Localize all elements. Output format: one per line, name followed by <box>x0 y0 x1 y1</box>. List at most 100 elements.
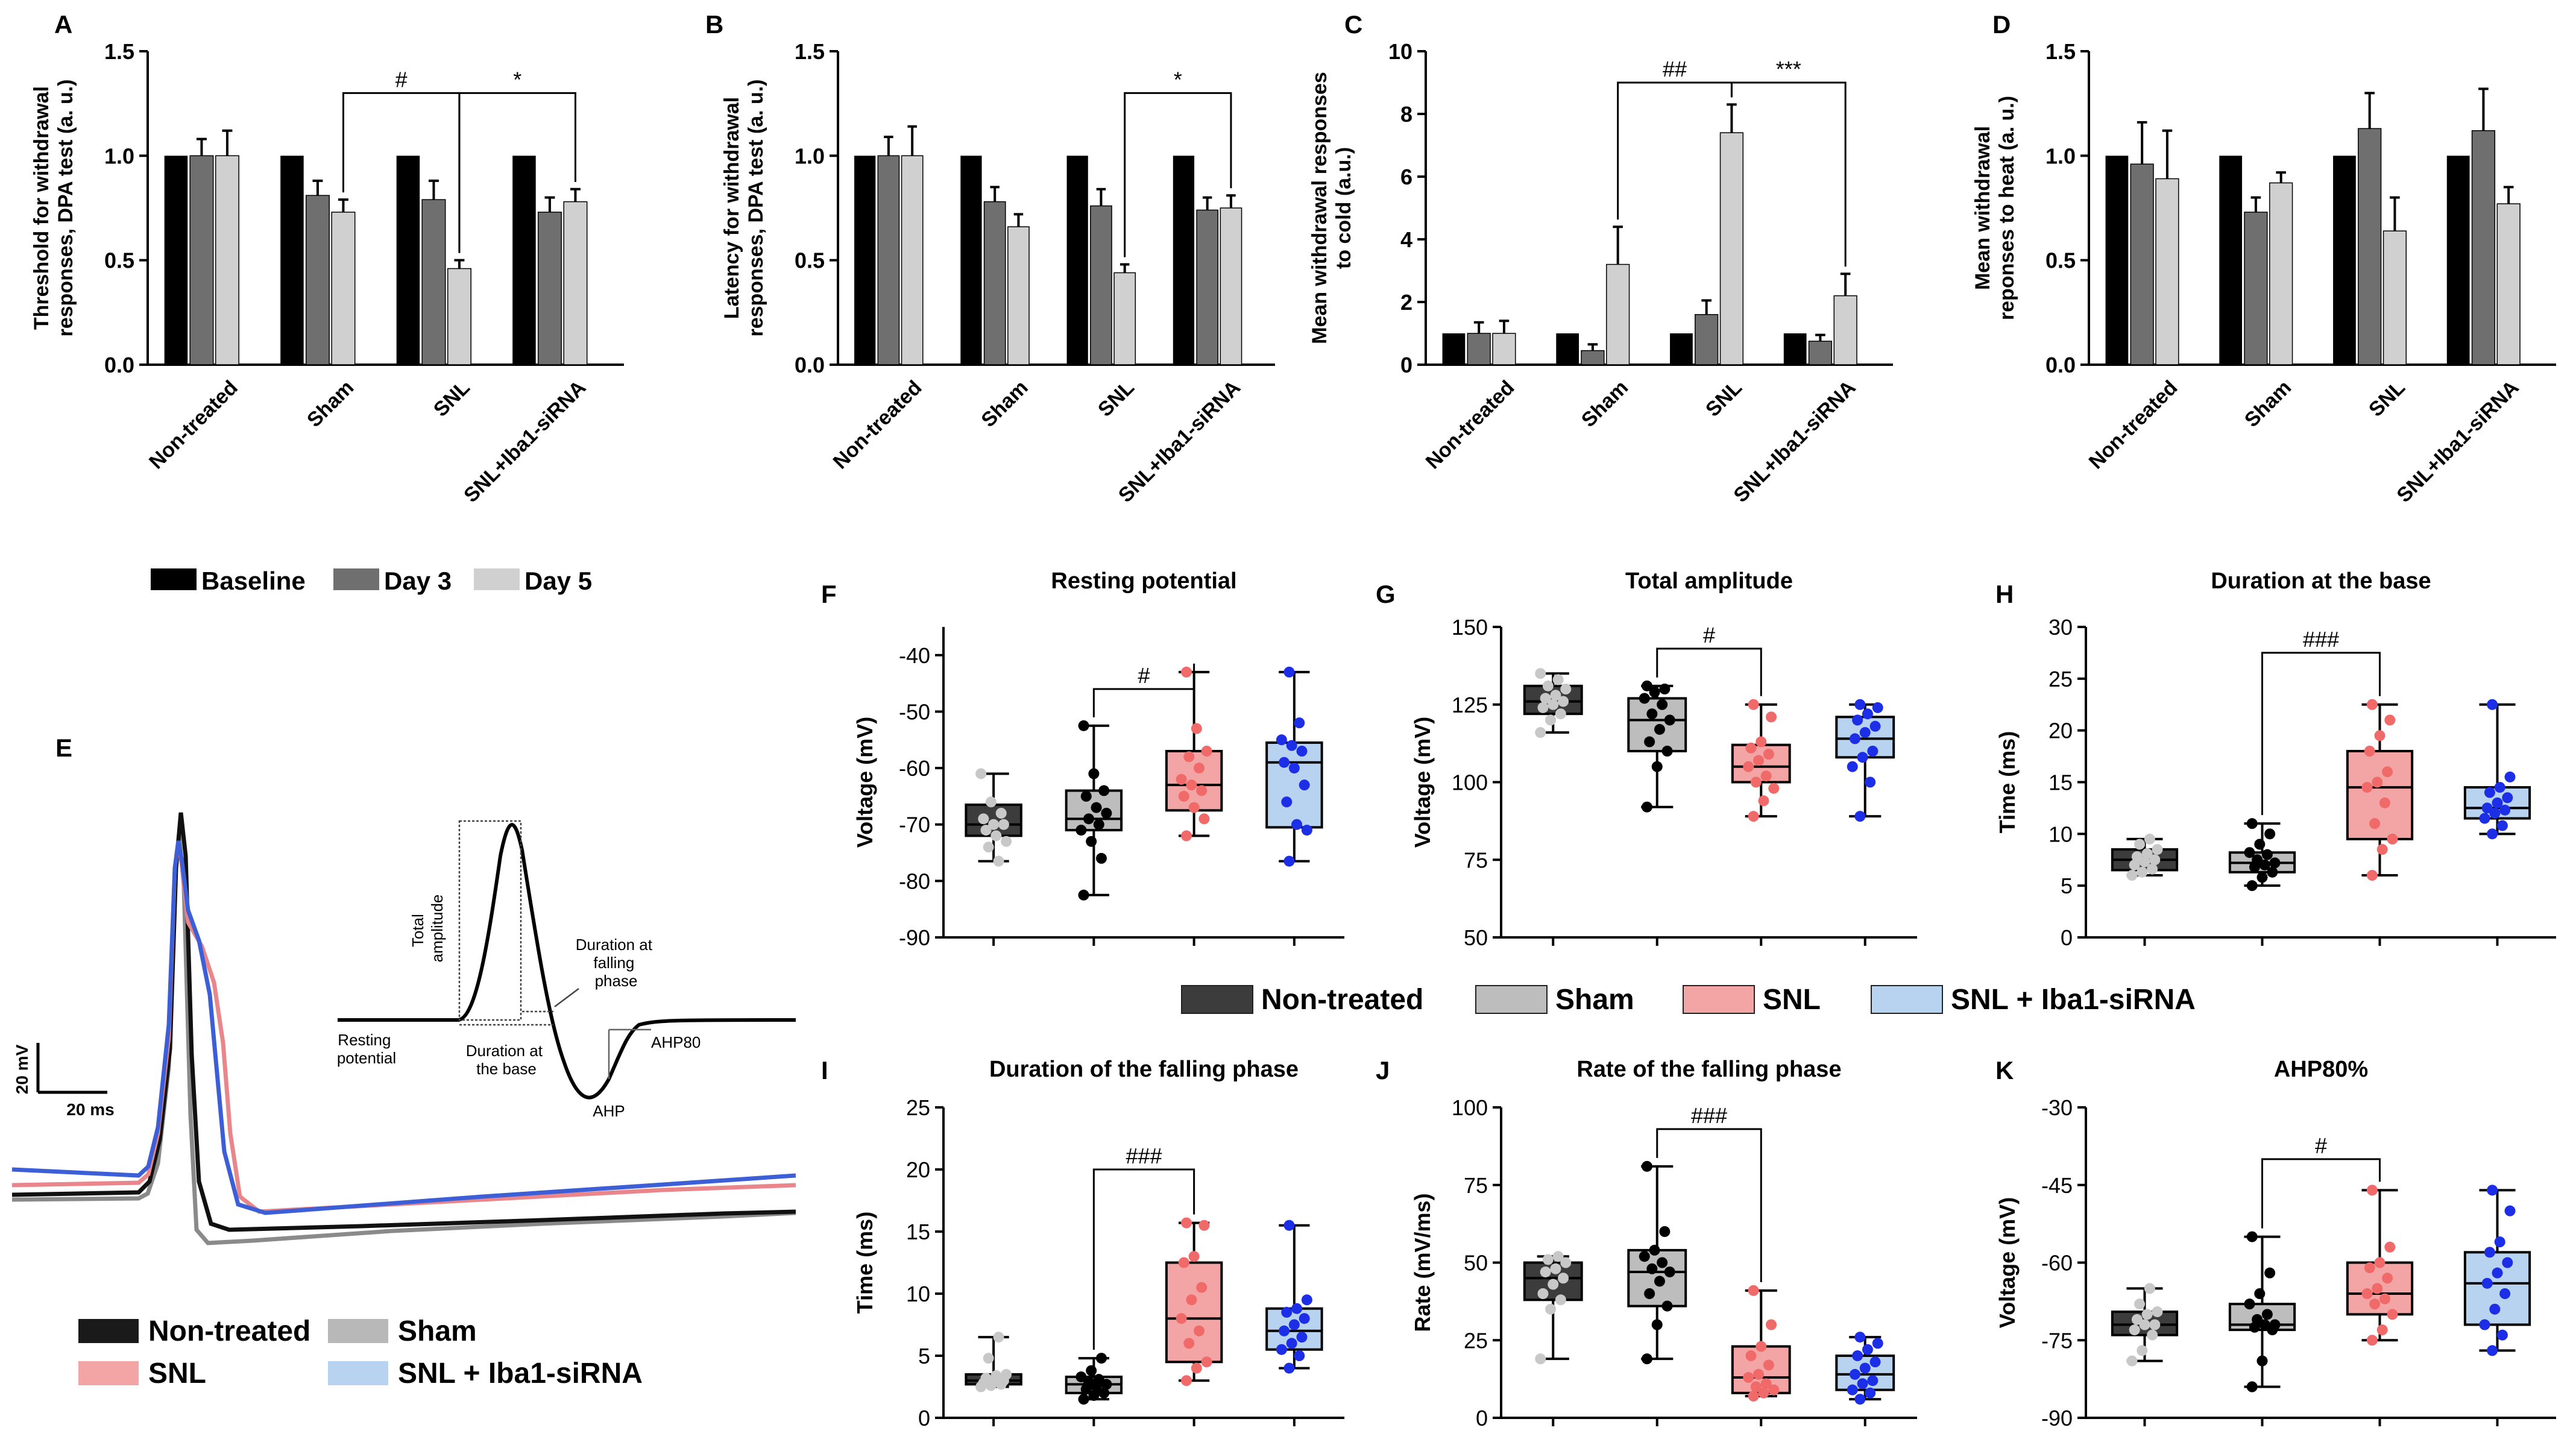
data-point <box>1659 1226 1671 1237</box>
bar <box>1695 314 1719 365</box>
chart-title: Rate of the falling phase <box>1576 1057 1841 1082</box>
data-point <box>1088 1389 1100 1401</box>
data-point <box>2361 782 2373 793</box>
y-tick-label: 75 <box>1464 1173 1488 1198</box>
data-point <box>1535 727 1546 738</box>
box-legend-swatch-snl <box>1683 985 1755 1014</box>
box <box>1627 697 1687 752</box>
data-point <box>980 1373 992 1384</box>
data-point <box>1078 1394 1089 1405</box>
bar <box>215 155 239 365</box>
y-tick-label: 6 <box>1400 165 1412 189</box>
data-point <box>1641 680 1652 691</box>
data-point <box>2134 839 2146 850</box>
significance-label: # <box>1138 663 1150 688</box>
data-point <box>1867 746 1878 757</box>
data-point <box>1560 1257 1572 1268</box>
box-chart-g: 50 75 100 125 150 Voltage (mV) G Total amplitud… <box>1376 568 1917 950</box>
bar <box>1196 209 1219 365</box>
data-point <box>2487 828 2498 840</box>
bar <box>2155 178 2179 365</box>
y-axis-label-line: responses, DPA test (a. u.) <box>745 80 767 337</box>
trace-non-treated <box>11 812 796 1232</box>
data-point <box>1748 699 1759 710</box>
data-point <box>1301 825 1312 836</box>
data-point <box>1279 757 1290 768</box>
data-point <box>2261 1309 2273 1320</box>
y-tick-label: 10 <box>2049 822 2073 846</box>
data-point <box>1649 1244 1660 1256</box>
category-label: SNL <box>2364 376 2410 421</box>
y-tick-label: 0 <box>1400 353 1412 377</box>
significance-bracket <box>458 92 576 253</box>
data-point <box>1535 1353 1546 1365</box>
y-axis-label: Voltage (mV) <box>1410 717 1435 848</box>
data-point <box>2384 1241 2396 1253</box>
data-point <box>995 808 1007 819</box>
data-point <box>2246 880 2258 892</box>
data-point <box>1748 1285 1759 1296</box>
bar <box>1556 333 1579 365</box>
category-label: Sham <box>303 376 358 432</box>
bar <box>1007 226 1030 365</box>
data-point <box>1854 811 1866 822</box>
trace-legend-swatch-sham <box>328 1319 388 1343</box>
data-point <box>1865 776 1876 788</box>
y-tick-label: -70 <box>899 813 930 837</box>
data-point <box>1555 708 1566 720</box>
category-label: SNL+Iba1-siRNA <box>1729 376 1860 507</box>
data-point <box>1176 1313 1187 1324</box>
data-point <box>1768 782 1780 794</box>
data-point <box>1743 1372 1754 1383</box>
data-point <box>1753 755 1765 766</box>
schematic-inset: Total amplitude Duration at falling phas… <box>337 820 796 1120</box>
data-point <box>1639 1251 1650 1262</box>
data-point <box>2141 1309 2153 1320</box>
data-point <box>2267 866 2278 878</box>
box-legend-swatch-non-treated <box>1181 985 1253 1014</box>
panel-letter-d: D <box>1992 10 2011 39</box>
data-point <box>2484 1247 2495 1258</box>
data-point <box>1641 1160 1652 1172</box>
significance-bracket <box>1092 663 1195 717</box>
y-tick-label: -90 <box>2041 1406 2073 1430</box>
data-point <box>2492 1267 2503 1279</box>
data-point <box>1872 702 1883 713</box>
data-point <box>1750 776 1762 788</box>
data-point <box>1294 1350 1305 1361</box>
data-point <box>1086 1365 1097 1376</box>
data-point <box>2147 1329 2158 1341</box>
bar <box>189 155 214 365</box>
bar <box>960 156 982 365</box>
y-tick-label: 2 <box>1400 290 1412 315</box>
panel-letter-e: E <box>55 734 72 762</box>
data-point <box>2139 1319 2150 1330</box>
bar <box>1492 333 1516 365</box>
data-point <box>975 768 987 779</box>
box-chart-k: -90 -75 -60 -45 -30 Voltage (mV) K AHP80% # <box>1995 1056 2556 1430</box>
y-axis-label-line: reponses to heat (a. u.) <box>1995 96 2018 320</box>
data-point <box>2364 1262 2375 1274</box>
data-point <box>1299 779 1310 791</box>
data-point <box>998 819 1009 830</box>
panel-letter-i: I <box>821 1056 828 1084</box>
data-point <box>2269 857 2281 869</box>
data-point <box>1560 684 1572 694</box>
data-point <box>1745 742 1757 754</box>
data-point <box>2479 1319 2490 1330</box>
significance-label: # <box>2315 1133 2327 1158</box>
category-label: SNL <box>429 376 474 421</box>
data-point <box>1183 751 1195 763</box>
data-point <box>1098 785 1110 796</box>
data-point <box>2259 1319 2270 1330</box>
data-point <box>1086 836 1097 847</box>
y-tick-label: 0 <box>1476 1406 1488 1430</box>
data-point <box>2131 1314 2143 1325</box>
data-point <box>1088 768 1100 779</box>
data-point <box>2369 818 2381 829</box>
bar-chart-a: 0.0 0.5 1.0 1.5 Threshold for withdrawalresp… <box>30 10 624 507</box>
y-tick-label: 15 <box>906 1220 930 1244</box>
box-legend-label-snl: SNL <box>1763 984 1821 1016</box>
data-point <box>2256 1355 2268 1367</box>
bar-legend: Baseline Day 3 Day 5 <box>151 567 592 595</box>
